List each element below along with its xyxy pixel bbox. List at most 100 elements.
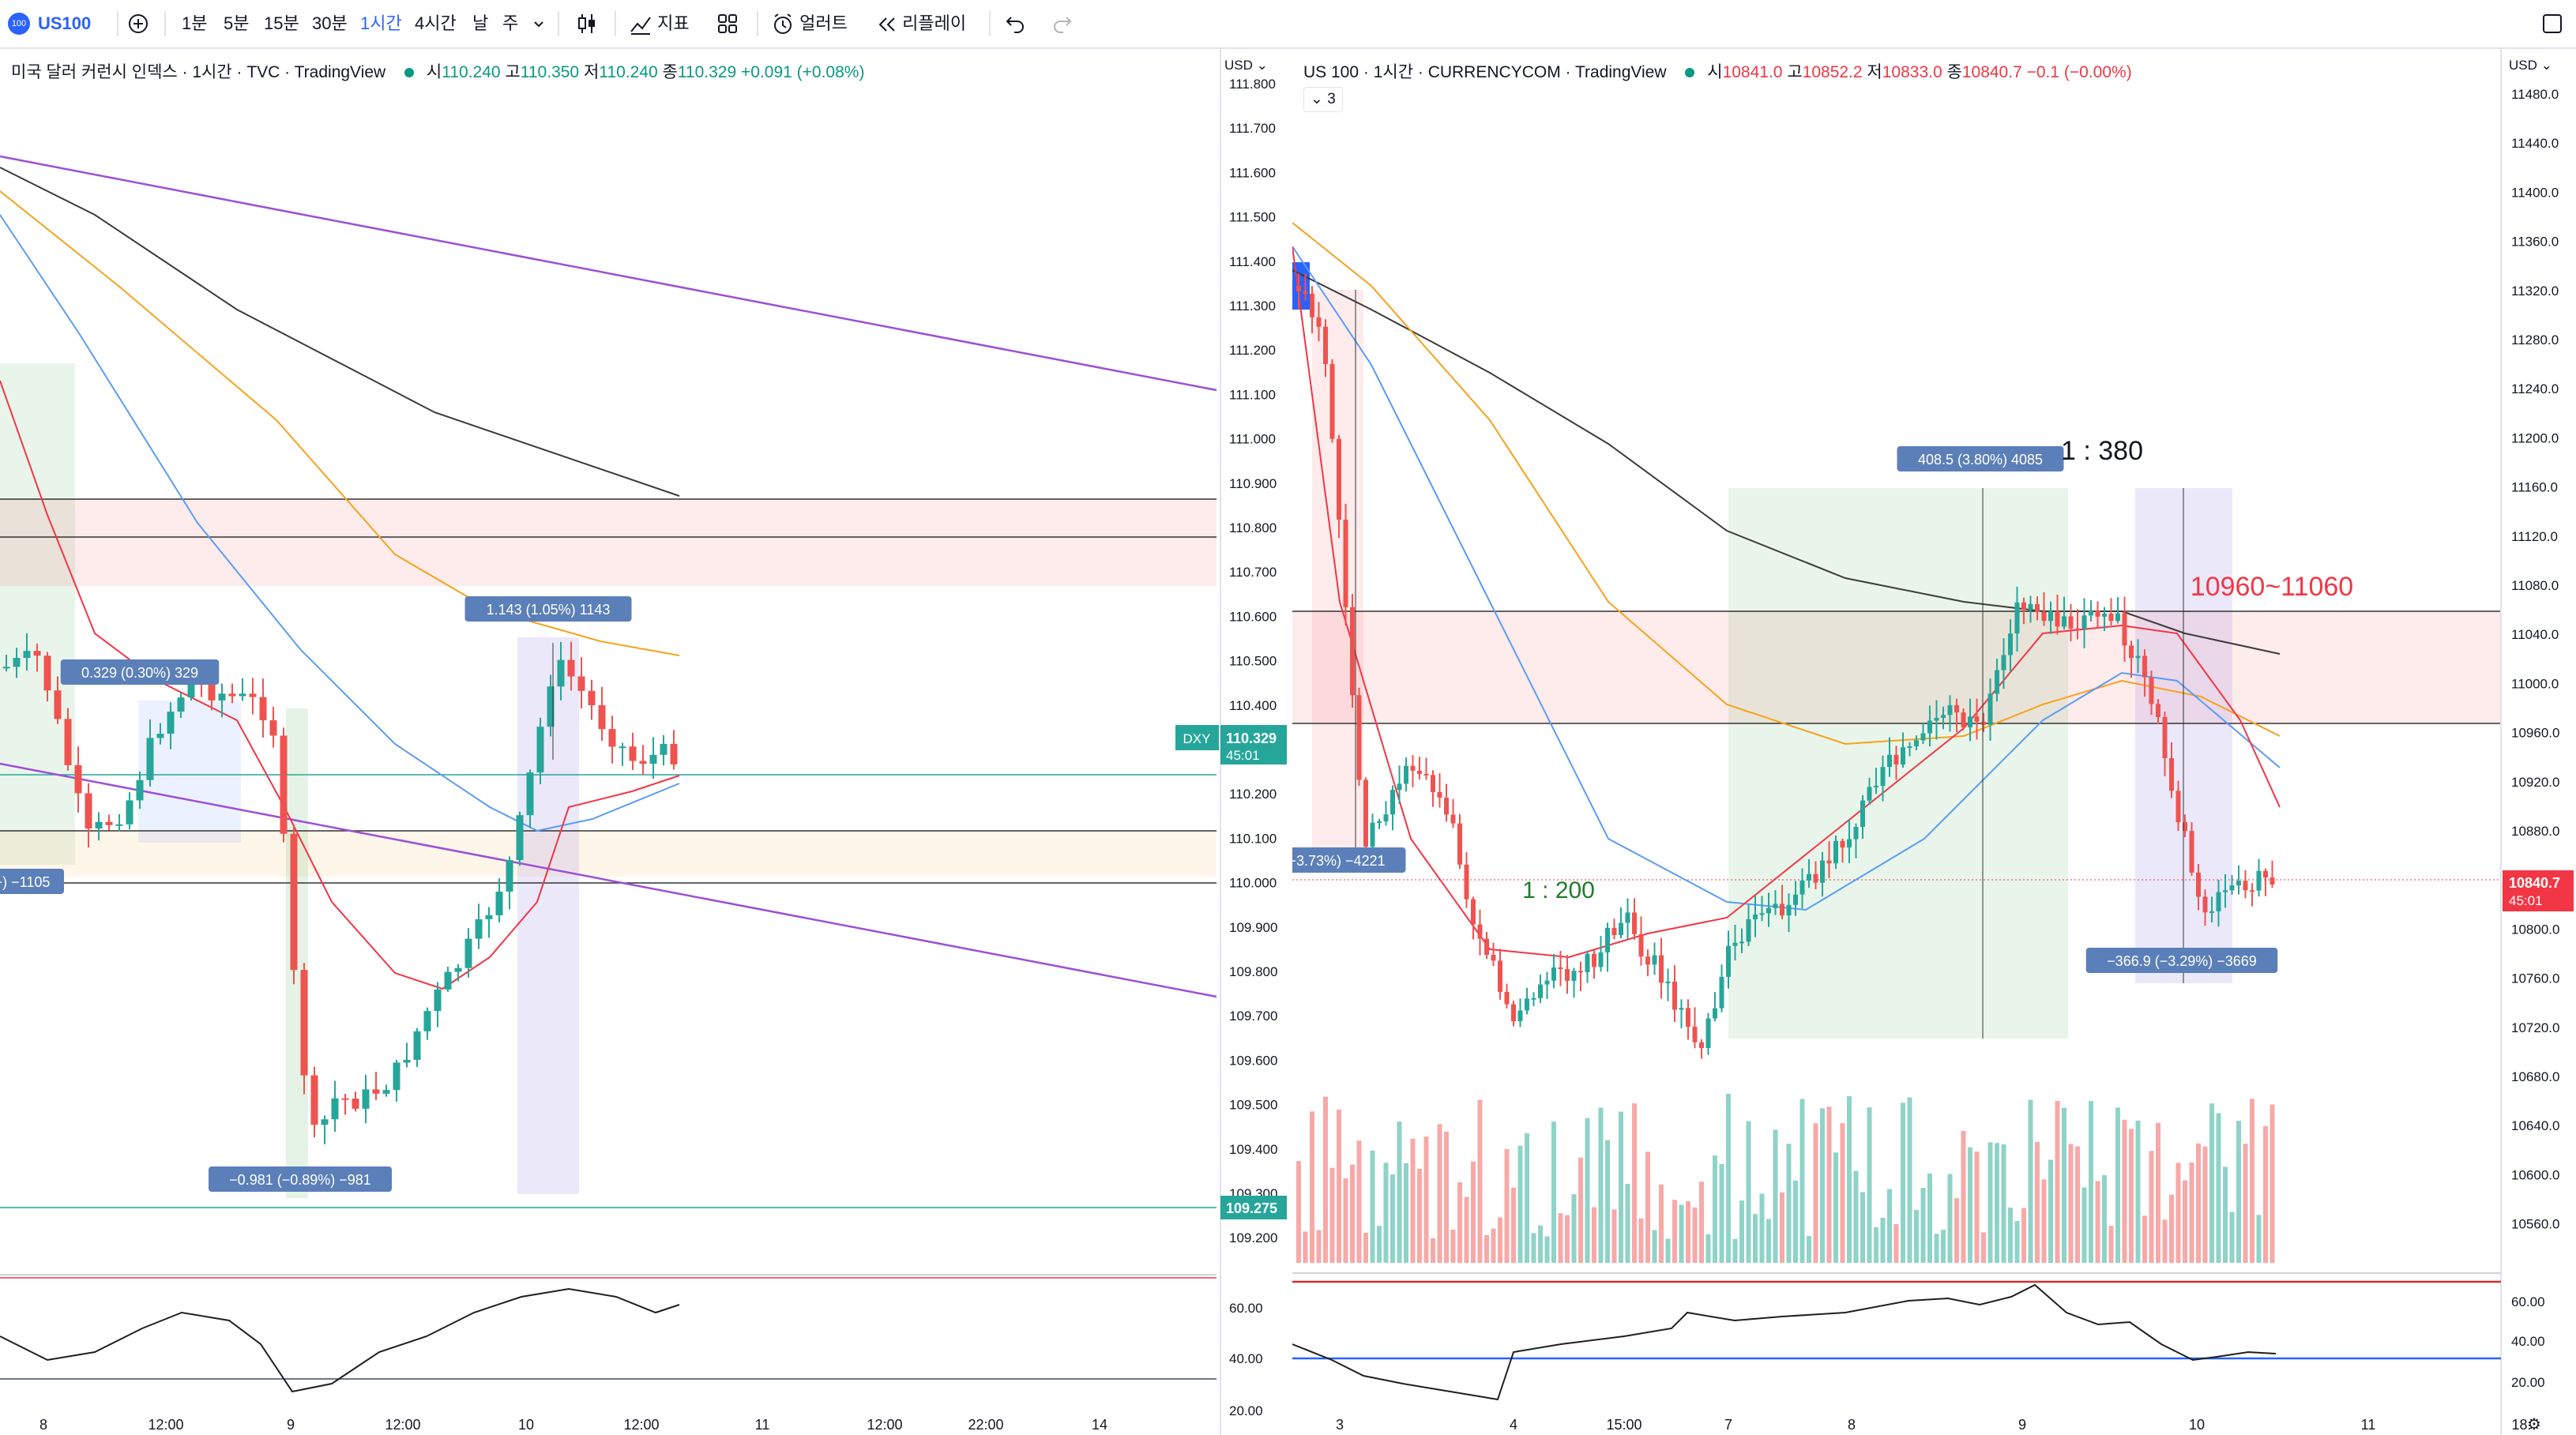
candle-body xyxy=(1471,899,1476,925)
candle-body xyxy=(1598,952,1604,967)
oscillator-line xyxy=(1292,1283,2277,1401)
toolbar-divider xyxy=(117,11,118,36)
candle-body xyxy=(2135,656,2141,659)
volume-bar xyxy=(1410,1138,1416,1263)
price-tick: 10720.0 xyxy=(2511,1020,2559,1035)
candle-body xyxy=(218,693,226,701)
candle-body xyxy=(495,892,503,915)
line-price-tag-bg xyxy=(1220,1196,1287,1219)
indicators-label: 지표 xyxy=(657,13,690,33)
ohlc-close: 10840.7 xyxy=(1961,63,2022,81)
right-chart-canvas[interactable]: 408.5 (3.80%) 4085 −366.9 (−3.29%) −3669 2… xyxy=(1292,49,2576,1435)
candle-body xyxy=(1484,938,1489,955)
volume-bar xyxy=(1370,1150,1375,1263)
candle-body xyxy=(1699,1042,1704,1049)
interval-5m[interactable]: 5분 xyxy=(224,13,250,33)
candle-body xyxy=(1558,967,1563,970)
compare-add-icon[interactable] xyxy=(126,9,150,38)
redo-icon[interactable] xyxy=(1051,9,1073,38)
candle-body xyxy=(1397,783,1402,791)
interval-day[interactable]: 날 xyxy=(472,13,489,33)
candle-body xyxy=(1645,956,1650,965)
left-chart-pane[interactable]: 0.329 (0.30%) 329 1.143 (1.05%) 1143 −0.98… xyxy=(0,49,1292,1435)
candle-body xyxy=(670,743,678,764)
candle-body xyxy=(2142,656,2147,678)
candle-body xyxy=(1363,779,1368,847)
volume-bar xyxy=(1847,1096,1852,1263)
last-price-tag: 110.329 xyxy=(1226,731,1277,746)
indicators-toggle-button[interactable]: ⌄ 3 xyxy=(1303,87,1343,112)
fullscreen-icon[interactable] xyxy=(2540,9,2564,38)
volume-bar xyxy=(2028,1099,2033,1263)
candle-body xyxy=(1665,981,1671,983)
volume-bar xyxy=(1471,1161,1476,1263)
volume-bar xyxy=(1679,1204,1684,1263)
candle-body xyxy=(1585,953,1590,972)
interval-30m[interactable]: 30분 xyxy=(312,13,348,33)
volume-bar xyxy=(1377,1226,1382,1263)
candle-body xyxy=(1343,520,1348,607)
price-tick: 111.100 xyxy=(1229,387,1276,402)
measure-label-bg xyxy=(209,1166,392,1192)
interval-week[interactable]: 주 xyxy=(502,13,519,33)
price-tick: 111.400 xyxy=(1229,254,1276,269)
price-tick: 11360.0 xyxy=(2511,235,2559,250)
candle-body xyxy=(1571,971,1577,981)
volume-bar xyxy=(1799,1099,1805,1263)
candle-body xyxy=(43,656,51,691)
volume-bar xyxy=(2142,1215,2147,1263)
ohlc-high: 110.350 xyxy=(520,63,580,81)
volume-bar xyxy=(1901,1103,1905,1263)
candle-body xyxy=(2008,633,2013,656)
price-tick: 110.800 xyxy=(1229,520,1277,535)
candle-body xyxy=(1659,955,1664,983)
volume-bar xyxy=(1826,1106,1832,1263)
candle-body xyxy=(85,793,92,829)
candle-body xyxy=(2048,610,2053,622)
candle-body xyxy=(1799,880,1805,895)
undo-icon[interactable] xyxy=(1005,9,1027,38)
candle-body xyxy=(2156,704,2160,717)
candle-body xyxy=(1578,971,1583,973)
left-chart-canvas[interactable]: 0.329 (0.30%) 329 1.143 (1.05%) 1143 −0.98… xyxy=(0,49,1292,1435)
volume-bar xyxy=(1893,1223,1899,1263)
price-tick: 10560.0 xyxy=(2511,1217,2559,1232)
candle-body xyxy=(1565,969,1570,981)
volume-bar xyxy=(1431,1238,1435,1263)
candle-body xyxy=(1907,746,1912,749)
symbol-search-button[interactable]: US100 xyxy=(38,13,92,33)
measure-box xyxy=(0,363,75,865)
alert-button[interactable]: 얼러트 xyxy=(771,9,848,38)
interval-15m[interactable]: 15분 xyxy=(264,13,299,33)
volume-bar xyxy=(1397,1121,1402,1263)
toolbar-divider xyxy=(757,11,758,36)
candle-body xyxy=(1686,1008,1690,1027)
layout-grid-icon[interactable] xyxy=(716,9,739,38)
candle-body xyxy=(393,1062,401,1091)
volume-bar xyxy=(1538,1225,1543,1263)
measure-label: 0.329 (0.30%) 329 xyxy=(81,665,198,681)
interval-1m[interactable]: 1분 xyxy=(182,13,208,33)
candle-body xyxy=(362,1089,370,1109)
candle-body xyxy=(2183,822,2187,832)
interval-4h[interactable]: 4시간 xyxy=(415,13,457,33)
interval-dropdown-chevron-icon[interactable] xyxy=(532,9,545,38)
volume-bar xyxy=(2270,1104,2275,1263)
replay-button[interactable]: 리플레이 xyxy=(877,9,966,38)
interval-1h[interactable]: 1시간 xyxy=(360,13,402,33)
candle-body xyxy=(2223,890,2228,892)
volume-bar xyxy=(2183,1180,2187,1263)
candle-body xyxy=(146,738,154,780)
right-chart-pane[interactable]: 408.5 (3.80%) 4085 −366.9 (−3.29%) −3669 2… xyxy=(1292,49,2576,1435)
candle-body xyxy=(2236,881,2241,886)
ratio-annotation: 1 : 380 xyxy=(2061,436,2143,466)
volume-bar xyxy=(2263,1125,2268,1263)
measure-label: 1.143 (1.05%) 1143 xyxy=(487,602,611,618)
candle-body xyxy=(506,860,513,892)
candles-chart-type-icon[interactable] xyxy=(575,9,599,38)
osc-tick: 20.00 xyxy=(2511,1375,2545,1390)
indicators-button[interactable]: 지표 xyxy=(629,9,690,38)
candle-body xyxy=(2028,603,2033,610)
time-tick: 10 xyxy=(518,1417,534,1433)
support-zone xyxy=(0,831,1217,877)
